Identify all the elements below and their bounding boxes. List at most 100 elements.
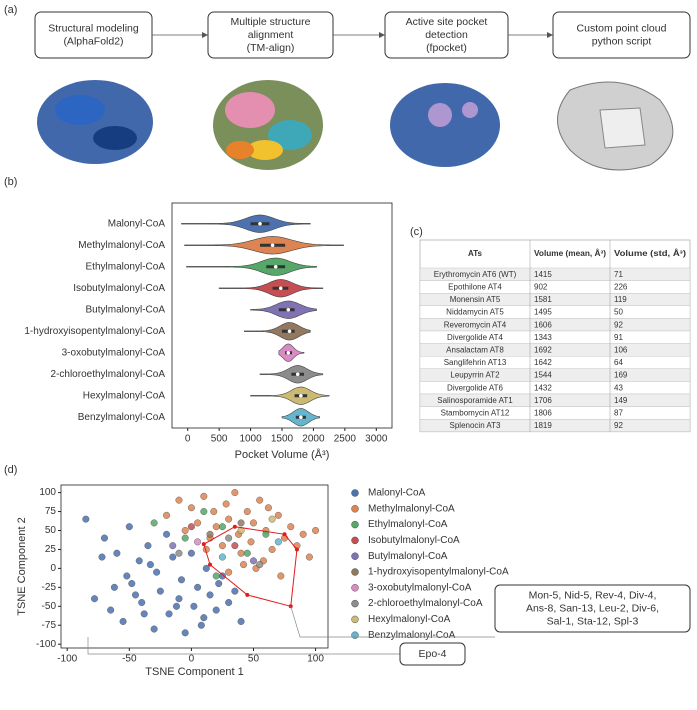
scatter-point [237,519,245,527]
scatter-point [172,602,180,610]
table-cell: 902 [534,283,548,292]
step-text: alignment [248,29,294,41]
legend-label: Malonyl-CoA [368,488,426,499]
scatter-point [187,504,195,512]
scatter-point [91,595,99,603]
x-axis-label: TSNE Component 1 [145,666,243,678]
table-cell: Monensin AT5 [450,295,501,304]
leader-line [87,637,400,655]
scatter-point [169,553,177,561]
table-cell: 71 [614,270,623,279]
violin-median [287,329,292,334]
violin-median [299,393,303,398]
category-label: Methylmalonyl-CoA [78,240,165,251]
x-tick-label: -100 [57,654,77,665]
scatter-point [243,508,251,516]
scatter-point [218,553,226,561]
scatter-point [215,580,223,588]
table-cell: 1495 [534,308,552,317]
scatter-point [194,538,202,546]
legend-label: 1-hydroxyisopentylmalonyl-CoA [368,567,509,578]
table-cell: Ansalactam AT8 [446,346,504,355]
scatter-point [177,576,185,584]
scatter-point [305,553,313,561]
table-header: ATs [468,249,482,258]
table-cell: 87 [614,409,623,418]
annotation-box [399,642,466,666]
violin-median [278,286,283,291]
table-cell: 43 [614,383,623,392]
aligned-structures-render [213,80,323,170]
annotation-text: Sal-1, Sta-12, Spl-3 [547,615,639,627]
table-cell: 1806 [534,409,552,418]
scatter-point [206,591,214,599]
step-text: Multiple structure [231,16,311,28]
scatter-point [194,583,202,591]
scatter-point [264,504,272,512]
table-cell: 1642 [534,358,552,367]
violin-body [243,322,311,341]
scatter-point [243,549,251,557]
table-cell: 1544 [534,371,552,380]
scatter-point [225,568,233,576]
x-tick-label: 50 [248,654,260,665]
panel-label: (b) [4,176,17,188]
y-tick-label: 25 [45,544,57,555]
violin-median [286,307,291,312]
leader-line [290,606,495,638]
legend-marker [351,599,359,608]
step-text: Active site pocket [406,16,488,28]
scatter-point [240,561,248,569]
y-tick-label: -75 [42,620,57,631]
table-cell: 1706 [534,396,552,405]
table-header: Volume (mean, Å³) [534,249,606,258]
scatter-point [119,617,127,625]
hull-vertex [282,532,287,537]
scatter-point [277,572,285,580]
scatter-point [225,515,233,523]
scatter-point [181,526,189,534]
scatter-point [175,595,183,603]
category-label: Isobutylmalonyl-CoA [73,283,165,294]
table-cell: Divergolide AT4 [447,333,503,342]
x-axis-label: Pocket Volume (Å³) [235,448,330,461]
scatter-point [274,511,282,519]
scatter-point [146,561,154,569]
scatter-point [225,599,233,607]
arrow-head [202,32,208,38]
scatter-point [163,511,171,519]
violin-median [299,415,303,420]
table-cell: 92 [614,320,623,329]
panel-label: (c) [410,226,423,238]
x-tick-label: 2500 [334,434,357,445]
scatter-point [125,523,133,531]
legend-marker [351,520,359,529]
table-cell: Splenocin AT3 [450,421,502,430]
violin-median [270,243,275,248]
y-axis-label: TSNE Component 2 [16,517,28,615]
scatter-point [175,549,183,557]
scatter-point [231,489,239,497]
scatter-point [212,572,220,580]
category-label: Benzylmalonyl-CoA [78,412,166,423]
scatter-point [144,542,152,550]
scatter-point [268,515,276,523]
table-cell: 119 [614,295,627,304]
violin-median [295,372,300,377]
scatter-point [212,606,220,614]
scatter-point [231,587,239,595]
x-tick-label: 1000 [239,434,262,445]
pocket-render [390,83,500,167]
table-cell: Stambomycin AT12 [441,409,510,418]
table-cell: 1581 [534,295,552,304]
scatter-point [194,519,202,527]
scatter-point [212,523,220,531]
step-box [552,11,691,59]
scatter-point [197,621,205,629]
violin-body [186,257,317,276]
table-cell: 50 [614,308,623,317]
panel-label: (a) [4,4,17,16]
table-cell: 1415 [534,270,552,279]
legend-label: Benzylmalonyl-CoA [368,630,456,641]
legend-label: Methylmalonyl-CoA [368,503,455,514]
